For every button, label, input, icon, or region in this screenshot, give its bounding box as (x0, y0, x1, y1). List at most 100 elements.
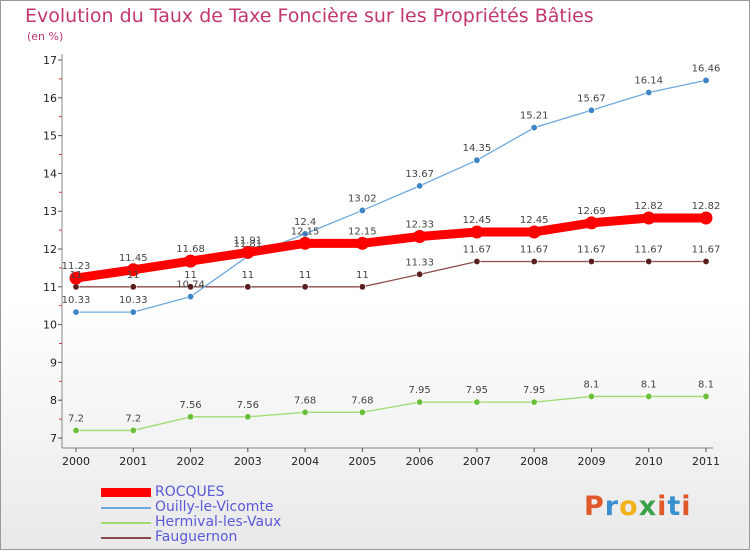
legend-item: Fauguernon (101, 530, 281, 545)
proxiti-logo: Proxiti (584, 491, 692, 522)
data-point (473, 398, 481, 406)
data-point (473, 257, 481, 265)
data-point (358, 206, 366, 214)
data-point (702, 76, 710, 84)
x-tick-label: 2006 (406, 455, 434, 468)
y-tick-label: 14 (43, 167, 57, 180)
data-label: 7.2 (68, 413, 84, 424)
data-label: 11.67 (634, 244, 663, 255)
data-point (416, 270, 424, 278)
data-point (301, 408, 309, 416)
data-point (413, 230, 427, 244)
data-point (241, 245, 255, 259)
data-label: 10.33 (62, 295, 91, 306)
data-label: 12.82 (634, 201, 663, 212)
data-label: 11.45 (119, 253, 148, 264)
data-point (530, 398, 538, 406)
data-point (584, 216, 598, 230)
data-label: 12.15 (291, 226, 320, 237)
data-point (642, 211, 656, 225)
series-line-rocques (71, 213, 711, 283)
data-label: 8.1 (584, 379, 600, 390)
data-point (587, 392, 595, 400)
data-point (187, 283, 195, 291)
y-tick-label: 11 (43, 281, 57, 294)
data-point (587, 257, 595, 265)
data-label: 12.69 (577, 206, 606, 217)
data-label: 16.14 (634, 76, 663, 87)
chart-unit: (en %) (27, 30, 64, 43)
data-point (645, 392, 653, 400)
data-label: 11 (184, 270, 197, 281)
legend-swatch (101, 506, 151, 509)
y-tick-label: 7 (50, 432, 57, 445)
y-tick-label: 17 (43, 54, 57, 67)
legend-label: Fauguernon (155, 529, 238, 545)
series-line-hermival-les-vaux (75, 395, 707, 432)
data-point (187, 293, 195, 301)
data-label: 15.21 (520, 111, 549, 122)
data-point (358, 283, 366, 291)
data-label: 16.46 (692, 63, 721, 74)
data-point (129, 308, 137, 316)
data-point (702, 257, 710, 265)
data-point (244, 413, 252, 421)
data-label: 15.67 (577, 93, 606, 104)
data-label: 10.33 (119, 295, 148, 306)
x-tick-label: 2003 (234, 455, 262, 468)
data-point (69, 271, 83, 285)
data-point (473, 156, 481, 164)
data-label: 11 (241, 270, 254, 281)
data-label: 11.91 (233, 235, 262, 246)
x-tick-label: 2009 (577, 455, 605, 468)
x-tick-label: 2000 (62, 455, 90, 468)
data-point (530, 124, 538, 132)
data-label: 12.45 (520, 215, 549, 226)
y-tick-label: 8 (50, 394, 57, 407)
data-label: 11.67 (520, 244, 549, 255)
data-label: 12.33 (405, 220, 434, 231)
data-label: 12.15 (348, 226, 377, 237)
x-tick-label: 2001 (119, 455, 147, 468)
data-label: 11 (299, 270, 312, 281)
data-point (301, 283, 309, 291)
data-point (702, 392, 710, 400)
data-point (129, 283, 137, 291)
data-label: 7.56 (237, 400, 259, 411)
data-point (126, 263, 140, 277)
legend-item: ROCQUES (101, 485, 281, 500)
data-point (645, 257, 653, 265)
legend-swatch (101, 521, 151, 524)
x-tick-label: 2011 (692, 455, 720, 468)
legend-label: Ouilly-le-Vicomte (155, 499, 274, 515)
data-label: 12.4 (294, 217, 316, 228)
data-point (355, 236, 369, 250)
data-label: 11 (70, 270, 83, 281)
data-label: 13.67 (405, 169, 434, 180)
legend-swatch (101, 488, 151, 497)
data-point (470, 225, 484, 239)
data-point (187, 413, 195, 421)
chart-legend: ROCQUES Ouilly-le-Vicomte Hermival-les-Vau… (101, 485, 281, 545)
x-tick-label: 2010 (635, 455, 663, 468)
data-label: 10.74 (176, 280, 205, 291)
series-line-fauguernon (75, 260, 707, 288)
data-point (298, 236, 312, 250)
data-label: 7.95 (409, 385, 431, 396)
data-label: 7.68 (294, 395, 316, 406)
data-point (587, 106, 595, 114)
data-label: 7.68 (351, 395, 373, 406)
data-label: 7.56 (179, 400, 201, 411)
data-label: 11.68 (176, 244, 205, 255)
data-label: 7.2 (125, 413, 141, 424)
x-tick-label: 2005 (348, 455, 376, 468)
data-point (184, 254, 198, 268)
y-tick-label: 9 (50, 356, 57, 369)
data-label: 11.67 (577, 244, 606, 255)
data-label: 11.33 (405, 257, 434, 268)
x-tick-label: 2008 (520, 455, 548, 468)
data-label: 12.45 (463, 215, 492, 226)
legend-swatch (101, 536, 151, 539)
data-point (527, 225, 541, 239)
